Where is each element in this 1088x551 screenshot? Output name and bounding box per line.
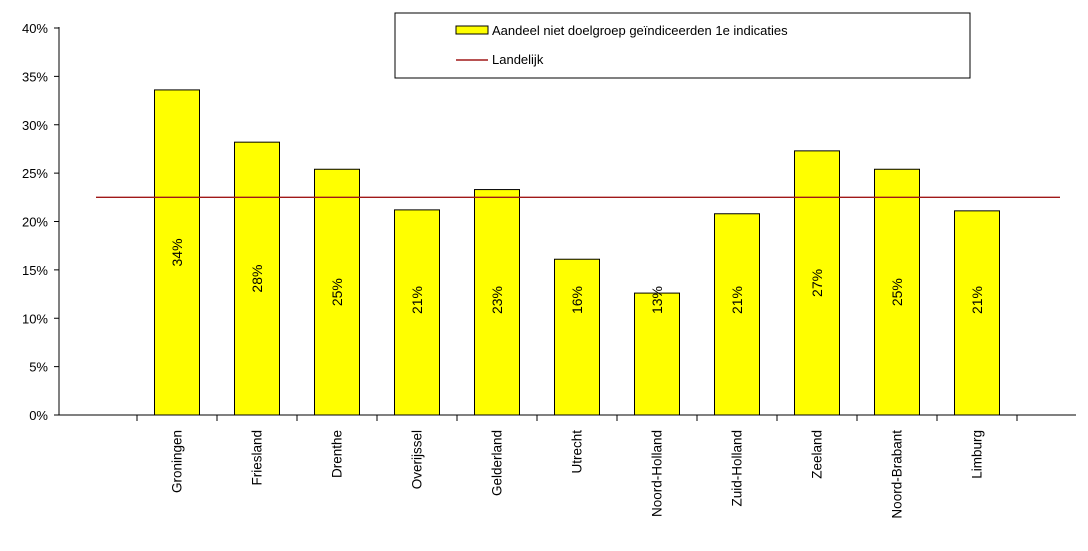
legend-label-bar: Aandeel niet doelgroep geïndiceerden 1e …: [492, 23, 788, 38]
x-category-label: Groningen: [170, 430, 185, 493]
bar: [874, 168, 920, 416]
y-tick-label: 20%: [22, 215, 48, 230]
y-tick-label: 5%: [29, 360, 48, 375]
legend-swatch-bar: [455, 25, 489, 35]
bar: [554, 258, 600, 416]
legend-box: [394, 12, 971, 79]
bar: [794, 150, 840, 416]
y-tick-label: 15%: [22, 263, 48, 278]
bar-data-label: 21%: [409, 286, 425, 314]
x-category-label: Zuid-Holland: [730, 430, 745, 507]
bar: [954, 210, 1000, 416]
legend-label-line: Landelijk: [492, 52, 544, 67]
y-tick-label: 35%: [22, 69, 48, 84]
x-category-label: Overijssel: [410, 430, 425, 489]
y-tick-label: 10%: [22, 311, 48, 326]
legend: Aandeel niet doelgroep geïndiceerden 1e …: [394, 12, 971, 79]
bar-data-label: 13%: [649, 286, 665, 314]
x-category-label: Noord-Brabant: [890, 430, 905, 519]
bar-data-label: 28%: [249, 265, 265, 293]
bar-data-label: 23%: [489, 286, 505, 314]
bar-data-label: 27%: [809, 269, 825, 297]
x-category-label: Utrecht: [570, 430, 585, 474]
bars: 34% Groningen 28% Friesland 25% Drenthe 21% Ove…: [154, 89, 1000, 519]
bar: [394, 209, 440, 416]
x-category-label: Noord-Holland: [650, 430, 665, 517]
y-tick-label: 25%: [22, 166, 48, 181]
bar: [314, 168, 360, 416]
bar-data-label: 34%: [169, 238, 185, 266]
y-tick-label: 0%: [29, 408, 48, 423]
x-axis: [59, 414, 1076, 421]
bar-data-label: 21%: [729, 286, 745, 314]
y-axis: 0% 5% 10% 15% 20% 25% 30% 35% 40%: [22, 21, 60, 423]
bar: [234, 141, 280, 416]
x-category-label: Drenthe: [330, 430, 345, 478]
x-category-label: Gelderland: [490, 430, 505, 496]
x-category-label: Limburg: [970, 430, 985, 479]
bar: [154, 89, 200, 416]
y-tick-label: 30%: [22, 118, 48, 133]
bar: [714, 213, 760, 416]
bar-data-label: 25%: [889, 278, 905, 306]
bar-data-label: 25%: [329, 278, 345, 306]
bar: [474, 189, 520, 416]
x-category-label: Zeeland: [810, 430, 825, 479]
bar-data-label: 16%: [569, 286, 585, 314]
bar-data-label: 21%: [969, 286, 985, 314]
bar: [634, 292, 680, 416]
y-tick-label: 40%: [22, 21, 48, 36]
x-category-label: Friesland: [250, 430, 265, 486]
